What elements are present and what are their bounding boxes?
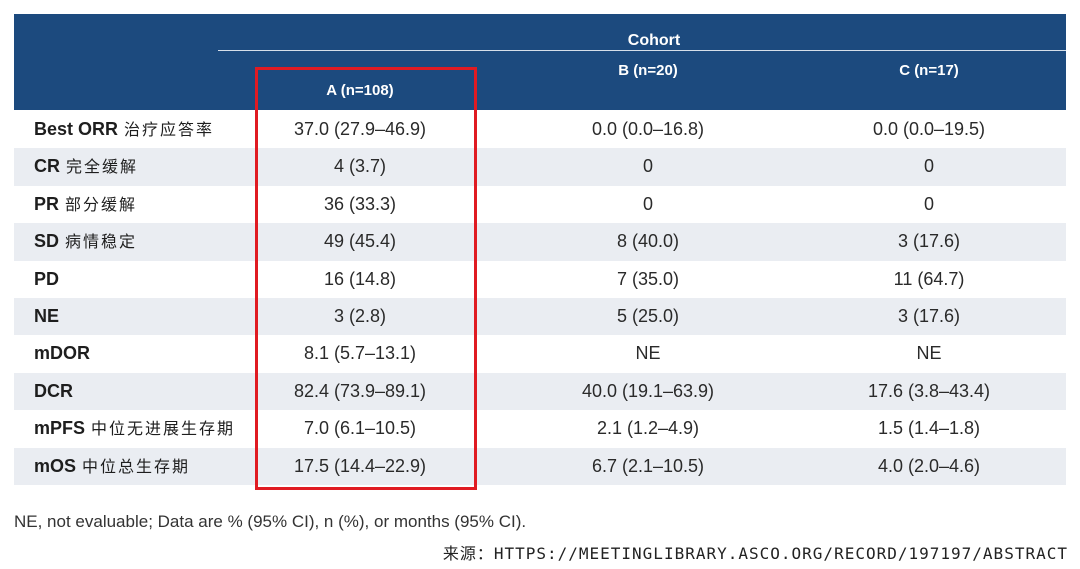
table-row: Best ORR 治疗应答率 37.0 (27.9–46.9) 0.0 (0.0–… xyxy=(14,111,1066,148)
row-label: mOS 中位总生存期 xyxy=(34,455,191,476)
cell-b: NE xyxy=(635,343,661,364)
cell-b: 2.1 (1.2–4.9) xyxy=(596,418,700,439)
table-header: Cohort A (n=108) B (n=20) C (n=17) xyxy=(14,14,1066,110)
table-row: mDOR 8.1 (5.7–13.1) NE NE xyxy=(14,335,1066,372)
table-row: mOS 中位总生存期 17.5 (14.4–22.9) 6.7 (2.1–10.5… xyxy=(14,447,1066,485)
cell-a: 82.4 (73.9–89.1) xyxy=(293,380,427,401)
table-row: CR 完全缓解 4 (3.7) 0 0 xyxy=(14,148,1066,186)
cell-b: 0 xyxy=(642,156,653,177)
cohort-a-highlight-box xyxy=(255,67,477,490)
table-row: DCR 82.4 (73.9–89.1) 40.0 (19.1–63.9) 17… xyxy=(14,372,1066,411)
cell-b: 6.7 (2.1–10.5) xyxy=(591,455,705,476)
column-header-b: B (n=20) xyxy=(618,62,678,79)
cell-a: 3 (2.8) xyxy=(333,305,387,326)
cell-c: 0 xyxy=(923,156,934,177)
cell-c: 4.0 (2.0–4.6) xyxy=(877,455,981,476)
cohort-divider xyxy=(218,50,1066,51)
row-label: PD xyxy=(34,268,60,289)
column-header-a: A (n=108) xyxy=(326,82,394,99)
cell-a: 17.5 (14.4–22.9) xyxy=(293,455,427,476)
table-body: Best ORR 治疗应答率 37.0 (27.9–46.9) 0.0 (0.0–… xyxy=(14,111,1066,485)
cell-a: 37.0 (27.9–46.9) xyxy=(293,119,427,139)
column-header-c: C (n=17) xyxy=(899,62,959,79)
cell-c: 3 (17.6) xyxy=(897,231,961,252)
cell-c: 11 (64.7) xyxy=(893,268,965,289)
cell-b: 7 (35.0) xyxy=(616,268,680,289)
cell-a: 36 (33.3) xyxy=(323,193,397,214)
row-label: mPFS 中位无进展生存期 xyxy=(34,418,236,439)
cell-a: 7.0 (6.1–10.5) xyxy=(303,418,417,439)
cell-b: 5 (25.0) xyxy=(616,305,680,326)
cell-c: NE xyxy=(916,343,942,364)
row-label: mDOR xyxy=(34,343,91,364)
cell-c: 1.5 (1.4–1.8) xyxy=(877,418,981,439)
table-row: NE 3 (2.8) 5 (25.0) 3 (17.6) xyxy=(14,297,1066,336)
cell-c: 3 (17.6) xyxy=(897,305,961,326)
footnote: NE, not evaluable; Data are % (95% CI), … xyxy=(14,512,527,531)
source-citation: 来源：HTTPS://MEETINGLIBRARY.ASCO.ORG/RECOR… xyxy=(442,544,1068,563)
table-row: PD 16 (14.8) 7 (35.0) 11 (64.7) xyxy=(14,261,1066,298)
cell-c: 17.6 (3.8–43.4) xyxy=(867,380,991,401)
cell-a: 49 (45.4) xyxy=(323,231,397,252)
row-label: CR 完全缓解 xyxy=(34,156,139,177)
cell-c: 0 xyxy=(923,193,934,214)
cell-a: 16 (14.8) xyxy=(323,268,397,289)
cell-a: 4 (3.7) xyxy=(333,156,387,177)
cohort-title: Cohort xyxy=(627,32,681,49)
row-label: Best ORR 治疗应答率 xyxy=(34,119,215,139)
row-label: DCR xyxy=(34,380,73,401)
cell-b: 8 (40.0) xyxy=(616,231,680,252)
cell-b: 40.0 (19.1–63.9) xyxy=(581,380,715,401)
row-label: NE xyxy=(34,305,60,326)
table-row: mPFS 中位无进展生存期 7.0 (6.1–10.5) 2.1 (1.2–4.9… xyxy=(14,410,1066,447)
table-row: SD 病情稳定 49 (45.4) 8 (40.0) 3 (17.6) xyxy=(14,223,1066,261)
cell-c: 0.0 (0.0–19.5) xyxy=(872,119,986,139)
cell-b: 0.0 (0.0–16.8) xyxy=(591,119,705,139)
cell-a: 8.1 (5.7–13.1) xyxy=(303,343,417,364)
table-row: PR 部分缓解 36 (33.3) 0 0 xyxy=(14,186,1066,223)
row-label: PR 部分缓解 xyxy=(34,193,138,214)
cell-b: 0 xyxy=(642,193,653,214)
row-label: SD 病情稳定 xyxy=(34,231,138,252)
